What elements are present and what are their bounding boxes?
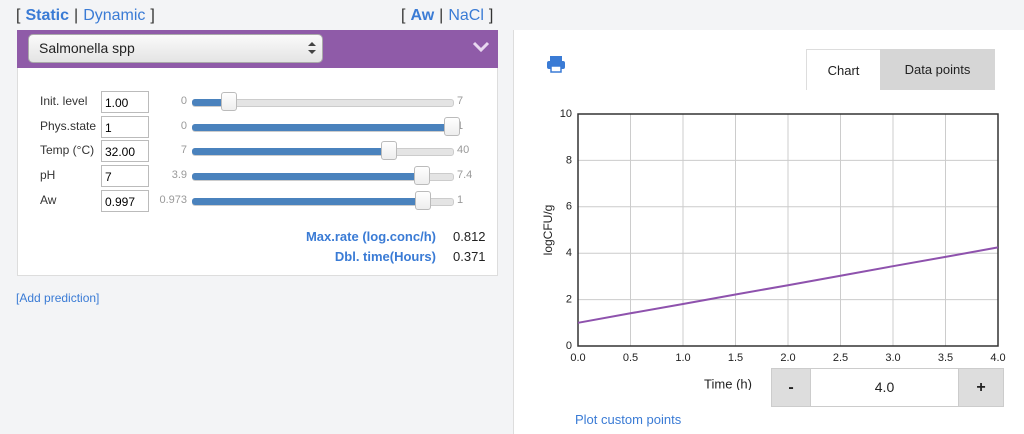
stepper-decrement[interactable]: - [771, 368, 811, 407]
bracket: ] [150, 7, 155, 24]
y-tick-label: 6 [566, 201, 572, 213]
y-axis-label: logCFU/g [541, 205, 555, 256]
parameter-input[interactable]: 7 [101, 165, 149, 188]
separator: | [439, 7, 444, 24]
data-line [577, 246, 999, 324]
slider-fill [192, 99, 230, 106]
parameter-label: Init. level [40, 94, 88, 108]
bracket: ] [488, 7, 494, 24]
print-icon[interactable] [546, 55, 566, 73]
slider-min: 7 [180, 144, 187, 157]
slider-fill [192, 197, 424, 205]
toggle-option[interactable]: Static [25, 7, 70, 24]
slider-min: 0.973 [159, 193, 187, 206]
y-tick-label: 8 [566, 154, 572, 166]
result-value: 0.371 [453, 249, 486, 264]
organism-select[interactable] [28, 34, 323, 63]
organism-label: Salmonella spp [39, 40, 135, 56]
parameter-label: Temp (°C) [40, 143, 95, 158]
parameter-input[interactable]: 0.997 [101, 189, 149, 212]
y-tick-label: 2 [566, 294, 572, 306]
slider-handle[interactable] [415, 190, 432, 210]
tab[interactable]: Data points [880, 49, 995, 90]
tab-active[interactable]: Chart [806, 49, 881, 90]
collapse-chevron[interactable] [472, 40, 490, 54]
slider-fill [192, 148, 389, 156]
slider-max: 1 [457, 119, 464, 132]
y-tick-label: 10 [560, 108, 572, 120]
result-label: Dbl. time(Hours) [334, 249, 436, 264]
slider-max: 7 [457, 95, 464, 107]
x-tick-label: 4.0 [990, 352, 1005, 364]
y-tick-label: 4 [566, 247, 572, 259]
x-tick-label: 0.0 [570, 352, 585, 364]
x-tick-label: 3.0 [885, 352, 900, 364]
result-label: Max.rate (log.conc/h) [305, 229, 436, 244]
toggle-option[interactable]: NaCl [448, 7, 484, 24]
parameter-label: pH [40, 168, 56, 183]
stepper-increment[interactable]: + [958, 368, 1004, 407]
slider-min: 0 [180, 119, 187, 132]
slider-max: 7.4 [457, 169, 473, 182]
chart-panel [513, 30, 1024, 434]
select-arrows [308, 42, 316, 54]
parameter-input[interactable]: 1 [101, 115, 149, 138]
slider-max: 1 [457, 193, 464, 206]
slider-max: 40 [457, 144, 470, 157]
slider-handle[interactable] [380, 141, 397, 161]
plot-custom-points-link[interactable]: Plot custom points [575, 412, 682, 427]
slider-fill [192, 123, 452, 131]
parameter-label: Phys.state [40, 118, 97, 133]
slider-handle[interactable] [221, 92, 238, 111]
parameter-input[interactable]: 1.00 [101, 91, 149, 113]
slider-handle[interactable] [444, 116, 460, 136]
slider-min: 0 [180, 95, 187, 107]
x-tick-label: 1.5 [728, 352, 743, 364]
bracket: [ [401, 7, 406, 24]
x-tick-label: 2.0 [780, 352, 795, 364]
parameter-label: Aw [40, 192, 57, 207]
slider-min: 3.9 [171, 169, 187, 182]
slider-fill [192, 173, 423, 181]
separator: | [74, 7, 79, 24]
x-tick-label: 2.5 [833, 352, 848, 364]
x-tick-label: 3.5 [938, 352, 953, 364]
parameter-input[interactable]: 32.00 [101, 140, 149, 163]
stepper-value[interactable]: 4.0 [811, 368, 958, 407]
x-axis-label: Time (h) [704, 376, 752, 390]
toggle-option[interactable]: Aw [410, 7, 435, 24]
y-tick-label: 0 [566, 340, 572, 352]
bracket: [ [16, 7, 21, 24]
slider-handle[interactable] [414, 166, 431, 186]
plot-frame [577, 113, 999, 347]
x-tick-label: 0.5 [623, 352, 638, 364]
add-prediction-link[interactable]: [Add prediction] [16, 291, 100, 305]
result-value: 0.812 [453, 229, 486, 244]
toggle-option[interactable]: Dynamic [83, 7, 146, 24]
chart: 0 2 4 6 8 10 0.0 0.5 1.0 1.5 2.0 2.5 3.0 3.5 4.0 logCFU… [541, 108, 1005, 390]
x-tick-label: 1.0 [675, 352, 690, 364]
